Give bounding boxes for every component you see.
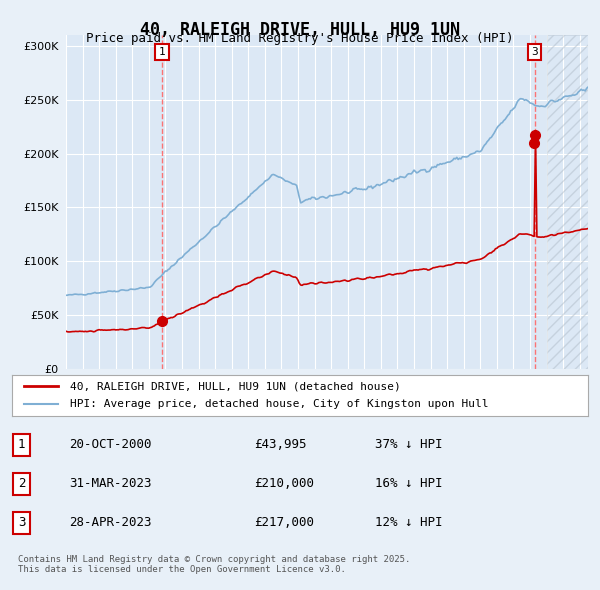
Text: 16% ↓ HPI: 16% ↓ HPI — [375, 477, 442, 490]
Text: 12% ↓ HPI: 12% ↓ HPI — [375, 516, 442, 529]
Text: £210,000: £210,000 — [254, 477, 314, 490]
Text: 1: 1 — [159, 47, 166, 57]
Text: HPI: Average price, detached house, City of Kingston upon Hull: HPI: Average price, detached house, City… — [70, 399, 488, 409]
Text: 3: 3 — [531, 47, 538, 57]
Text: 1: 1 — [18, 438, 25, 451]
Text: 31-MAR-2023: 31-MAR-2023 — [70, 477, 152, 490]
Text: 37% ↓ HPI: 37% ↓ HPI — [375, 438, 442, 451]
Text: 3: 3 — [18, 516, 25, 529]
Text: 28-APR-2023: 28-APR-2023 — [70, 516, 152, 529]
Text: £217,000: £217,000 — [254, 516, 314, 529]
Text: 40, RALEIGH DRIVE, HULL, HU9 1UN: 40, RALEIGH DRIVE, HULL, HU9 1UN — [140, 21, 460, 39]
Text: Price paid vs. HM Land Registry's House Price Index (HPI): Price paid vs. HM Land Registry's House … — [86, 32, 514, 45]
Text: 40, RALEIGH DRIVE, HULL, HU9 1UN (detached house): 40, RALEIGH DRIVE, HULL, HU9 1UN (detach… — [70, 381, 400, 391]
Text: 2: 2 — [18, 477, 25, 490]
Text: 20-OCT-2000: 20-OCT-2000 — [70, 438, 152, 451]
Text: Contains HM Land Registry data © Crown copyright and database right 2025.
This d: Contains HM Land Registry data © Crown c… — [18, 555, 410, 574]
Text: £43,995: £43,995 — [254, 438, 307, 451]
